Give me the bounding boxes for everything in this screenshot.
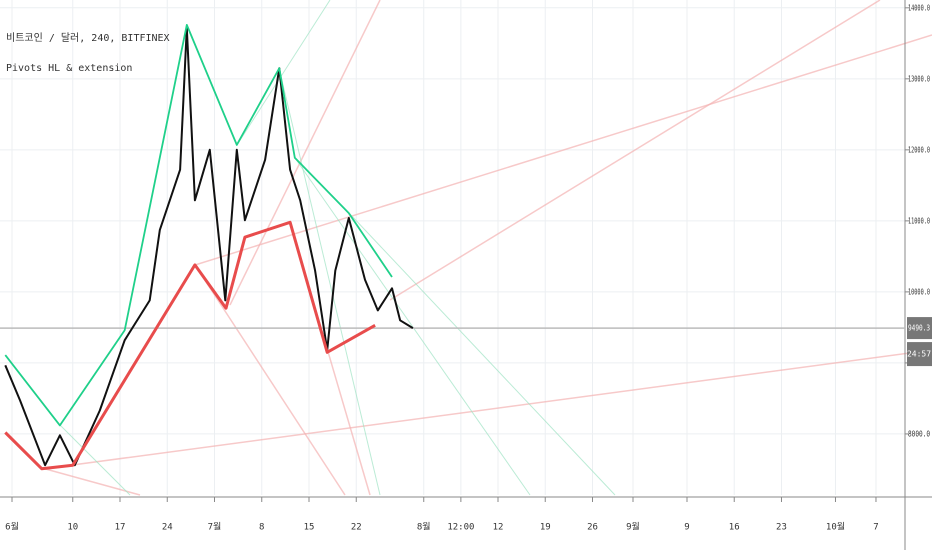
y-tick-label: 10000.0 xyxy=(908,287,930,296)
x-tick-label: 23 xyxy=(776,523,787,533)
x-tick-label: 6월 xyxy=(5,521,19,533)
extension-line xyxy=(278,67,381,496)
price-line xyxy=(4,26,414,467)
x-tick-label: 17 xyxy=(115,523,126,533)
x-tick-label: 9 xyxy=(684,523,689,533)
x-tick-label: 24 xyxy=(162,523,173,533)
grid xyxy=(0,0,905,495)
extension-line xyxy=(236,0,331,146)
extension-line xyxy=(41,467,141,496)
x-tick-label: 26 xyxy=(587,523,598,533)
x-tick-label: 22 xyxy=(351,523,362,533)
extension-line xyxy=(194,264,346,496)
y-tick-label: 14000.0 xyxy=(908,3,930,12)
indicator-name: Pivots HL & extension xyxy=(6,63,132,74)
extension-line xyxy=(348,212,616,496)
y-tick-label: 8000.0 xyxy=(908,429,930,438)
x-tick-label: 12:00 xyxy=(447,523,474,533)
x-tick-label: 10월 xyxy=(826,521,845,533)
y-tick-label: 12000.0 xyxy=(908,145,930,154)
y-tick-label: 11000.0 xyxy=(908,216,930,225)
last-price-label: 9490.3 xyxy=(908,324,930,333)
extension-lines xyxy=(41,0,932,496)
extension-line xyxy=(389,0,881,301)
last-price-box xyxy=(907,317,932,340)
extension-line xyxy=(294,157,531,496)
extension-line xyxy=(194,34,932,266)
extension-line xyxy=(59,424,131,496)
x-tick-label: 8 xyxy=(259,523,264,533)
x-tick-label: 12 xyxy=(493,523,504,533)
pivot-line xyxy=(4,220,376,471)
countdown-box xyxy=(907,342,932,367)
x-tick-label: 16 xyxy=(729,523,740,533)
chart-title: 비트코인 / 달러, 240, BITFINEX xyxy=(6,32,170,44)
x-tick-label: 15 xyxy=(304,523,315,533)
x-tick-label: 10 xyxy=(67,523,78,533)
x-tick-label: 8월 xyxy=(417,521,431,533)
x-tick-label: 7 xyxy=(873,523,878,533)
extension-line xyxy=(229,0,381,306)
extension-line xyxy=(49,349,932,469)
pivot-line xyxy=(4,24,393,427)
x-tick-label: 7월 xyxy=(208,521,222,533)
x-tick-label: 19 xyxy=(540,523,551,533)
y-tick-label: 13000.0 xyxy=(908,74,930,83)
countdown-label: 24:57 xyxy=(907,350,931,359)
x-tick-label: 9월 xyxy=(626,521,640,533)
